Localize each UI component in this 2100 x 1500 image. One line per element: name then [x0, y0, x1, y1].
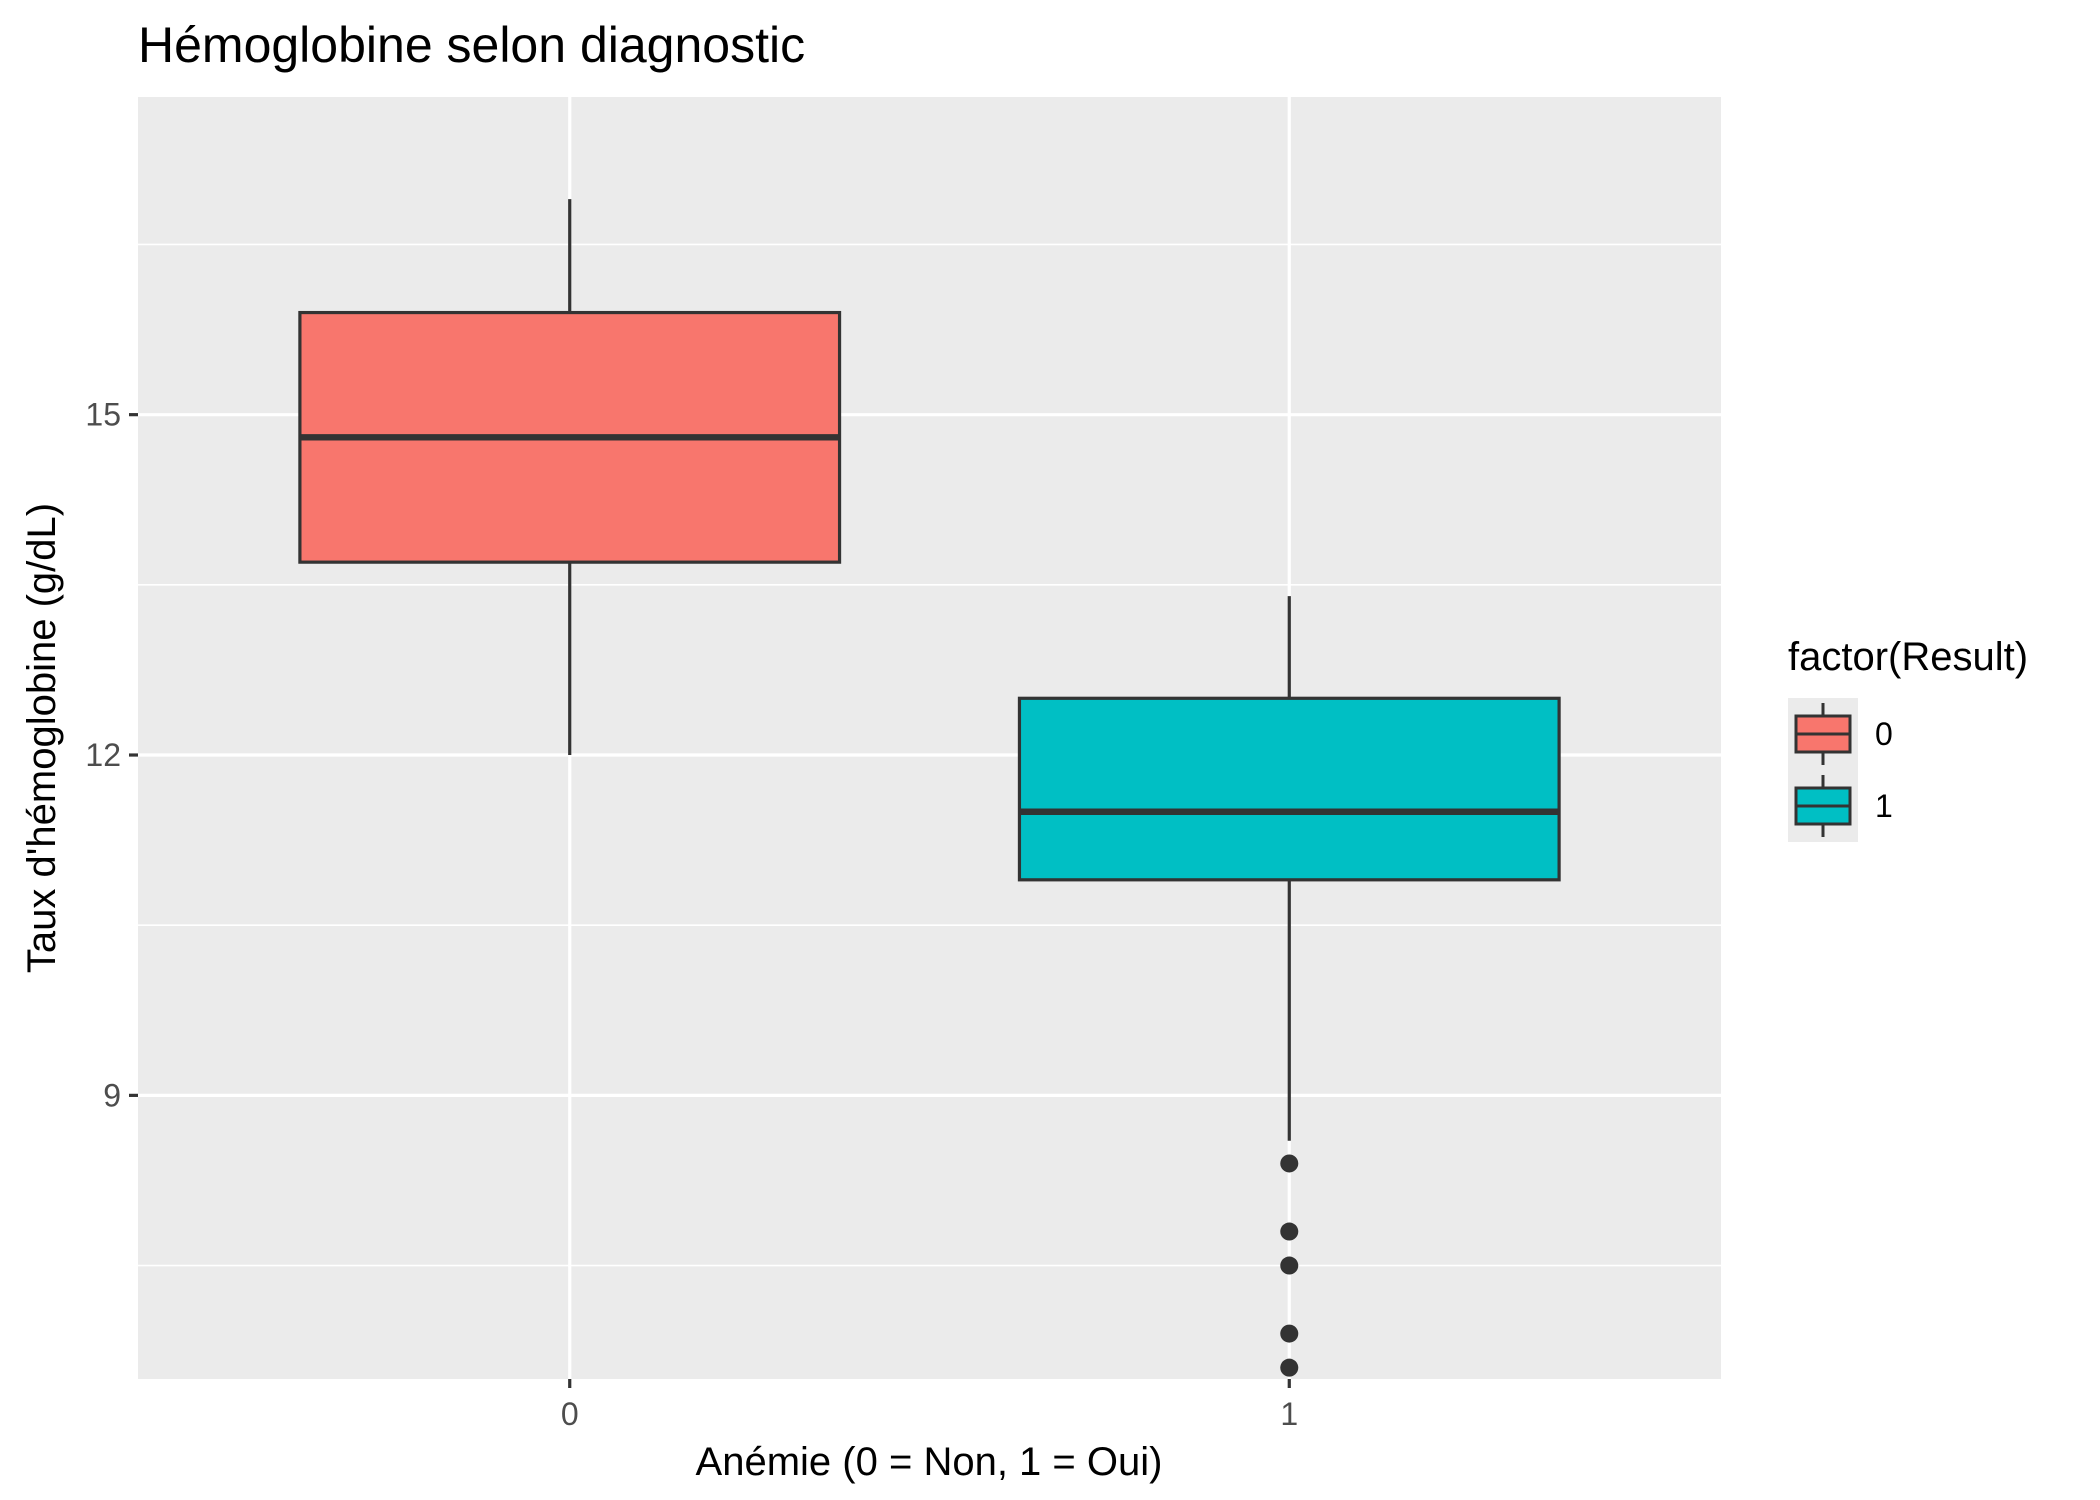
legend: factor(Result) 0 1 [1788, 635, 2028, 842]
y-tick-label: 9 [103, 1077, 121, 1113]
outlier-point [1280, 1256, 1299, 1275]
boxes-layer [298, 199, 1561, 1377]
legend-entry-0: 0 [1788, 698, 1893, 770]
legend-title: factor(Result) [1788, 635, 2028, 679]
legend-entry-1: 1 [1788, 770, 1893, 842]
x-tick-label: 0 [561, 1396, 579, 1432]
box-iqr [1017, 696, 1561, 882]
y-tick-label: 12 [85, 737, 121, 773]
x-tick-label: 1 [1280, 1396, 1298, 1432]
y-tick-label: 15 [85, 397, 121, 433]
outlier-point [1280, 1358, 1299, 1377]
outlier-point [1280, 1324, 1299, 1343]
legend-label: 0 [1875, 716, 1893, 752]
legend-label: 1 [1875, 788, 1893, 824]
box-1 [1017, 596, 1561, 1377]
y-axis-title: Taux d'hémoglobine (g/dL) [20, 503, 64, 973]
outlier-point [1280, 1154, 1299, 1173]
y-axis: 9 12 15 [85, 397, 138, 1113]
outlier-point [1280, 1222, 1299, 1241]
x-axis-title: Anémie (0 = Non, 1 = Oui) [696, 1440, 1163, 1484]
box-0 [298, 199, 842, 756]
chart-title: Hémoglobine selon diagnostic [138, 17, 805, 73]
